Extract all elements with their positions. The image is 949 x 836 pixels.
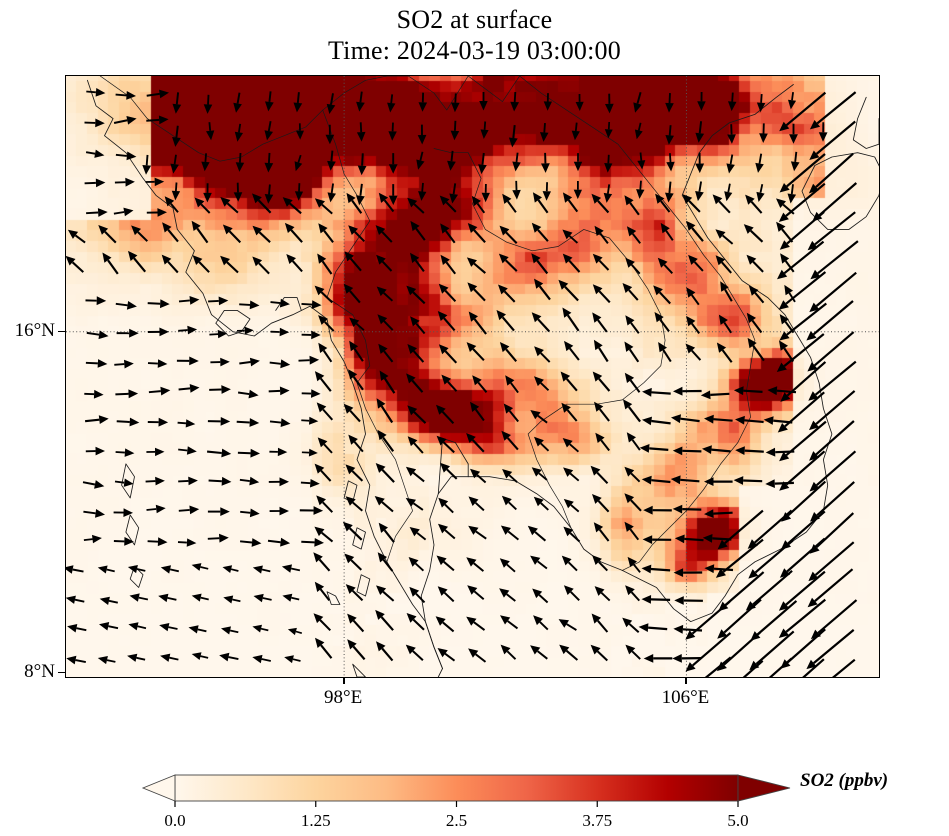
colorbar-tick-0: 0.0 [164, 811, 186, 830]
colorbar-gradient [141, 774, 791, 807]
figure-title: SO2 at surface Time: 2024-03-19 03:00:00 [0, 4, 949, 66]
title-line-2: Time: 2024-03-19 03:00:00 [328, 36, 621, 65]
x-axis-label-0: 98°E [324, 687, 363, 708]
colorbar-tick-2: 2.5 [445, 811, 468, 830]
so2-heatmap-layer [66, 76, 879, 677]
colorbar-tick-1: 1.25 [300, 811, 331, 830]
colorbar-tick-4: 5.0 [727, 811, 749, 830]
y-tick-mark [58, 330, 65, 333]
colorbar-tick-3: 3.75 [582, 811, 613, 830]
y-axis-label-1: 8°N [24, 660, 55, 682]
y-tick-mark [58, 671, 65, 674]
x-tick-mark [343, 677, 345, 684]
gridline-layer [66, 76, 879, 677]
wind-vector-layer [66, 88, 859, 677]
x-tick-mark [685, 677, 687, 684]
colorbar: 0.0 1.25 2.5 3.75 5.0 [0, 755, 949, 836]
title-line-1: SO2 at surface [396, 5, 553, 34]
y-axis-label-0: 16°N [14, 319, 55, 341]
colorbar-label: SO2 (ppbv) [800, 770, 889, 791]
map-plot-area [65, 75, 880, 678]
x-axis-label-1: 106°E [661, 687, 710, 708]
